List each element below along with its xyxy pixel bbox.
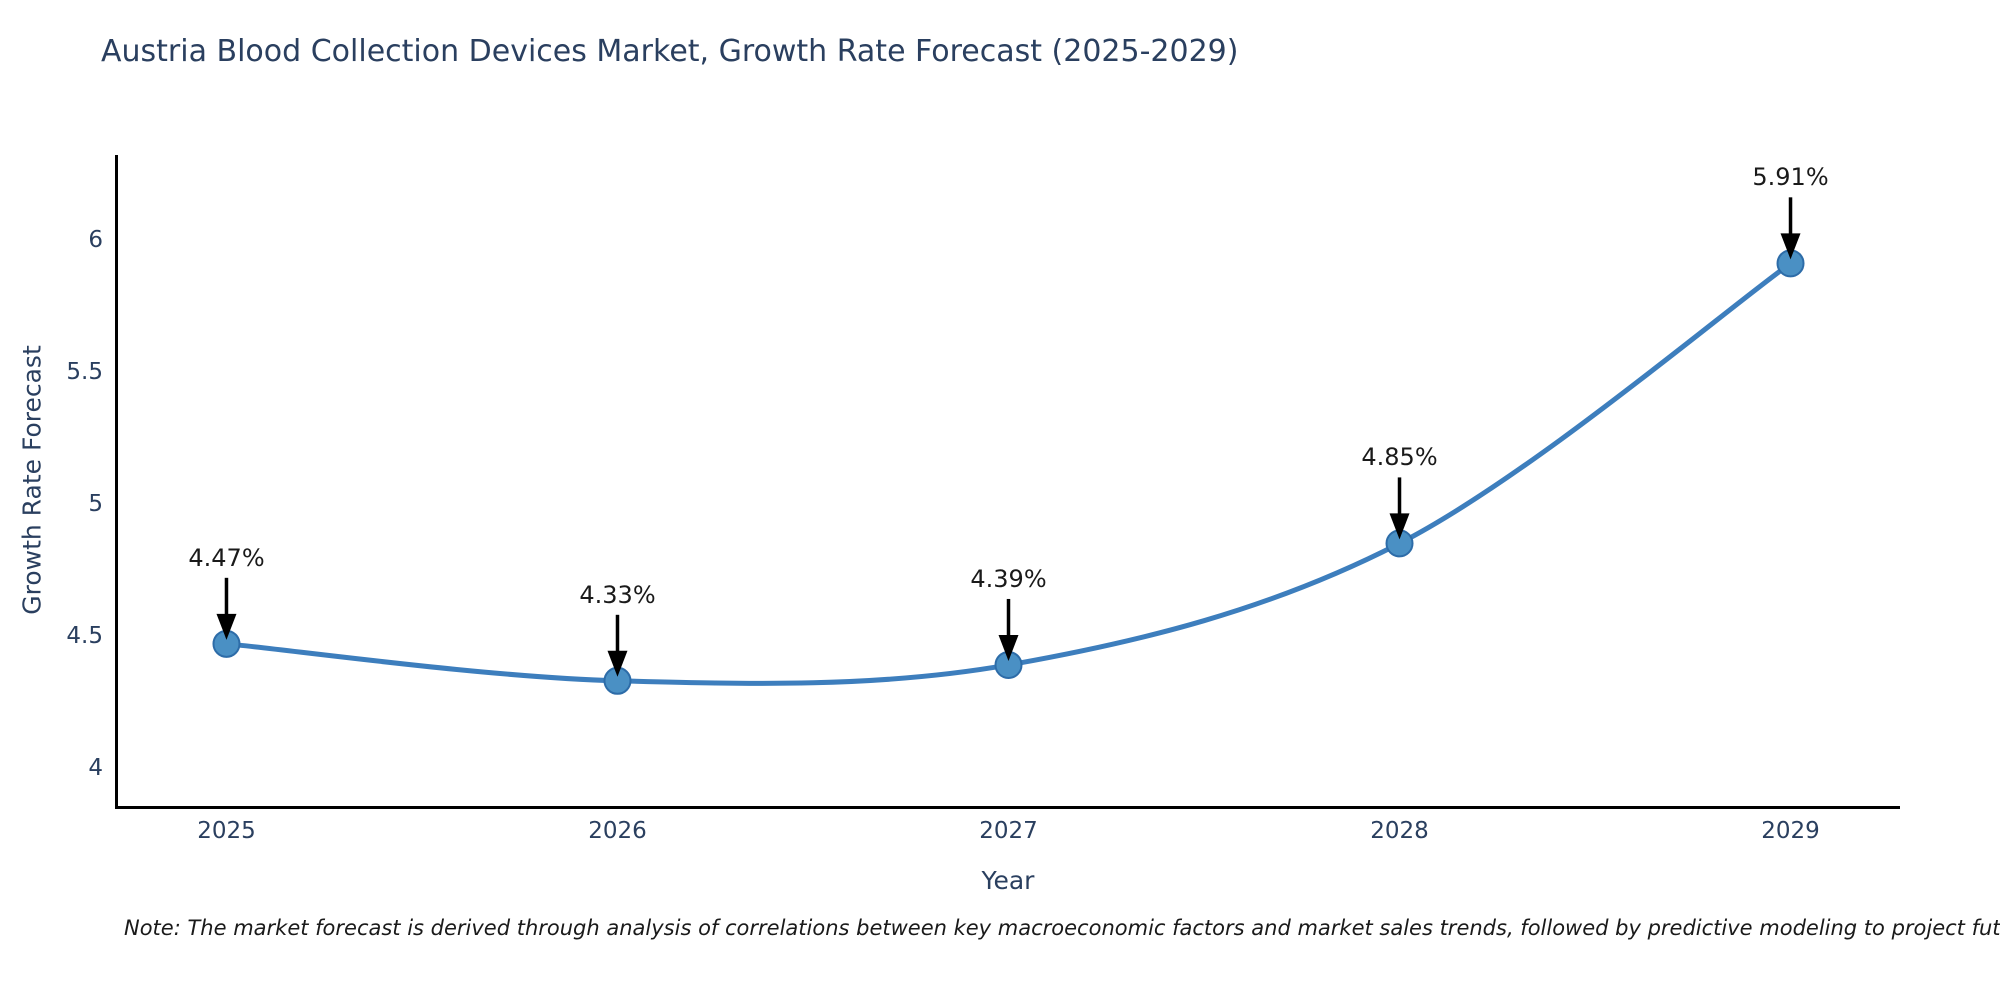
y-tick-label: 5 — [88, 490, 103, 517]
annotation-arrow-head — [1389, 513, 1410, 540]
x-axis-line — [115, 806, 1900, 809]
annotation-arrow-head — [607, 650, 628, 677]
plot-area — [117, 155, 1900, 805]
y-tick-label: 4 — [88, 755, 103, 781]
x-axis-title: Year — [981, 866, 1035, 895]
point-annotation: 4.47% — [188, 543, 265, 572]
page-title: Austria Blood Collection Devices Market,… — [101, 34, 1239, 69]
y-axis-tick-labels: 6 5.5 5 4.5 4 — [0, 0, 103, 1000]
x-axis-tick-labels: 2025 2026 2027 2028 2029 — [0, 818, 2000, 858]
x-tick-label: 2028 — [1370, 818, 1429, 844]
data-point-markers — [212, 249, 1805, 695]
annotation-arrow-head — [216, 613, 237, 640]
chart-footnote: Note: The market forecast is derived thr… — [124, 916, 2000, 940]
y-axis-title: Growth Rate Forecast — [17, 345, 47, 615]
x-tick-label: 2026 — [588, 818, 647, 844]
x-tick-label: 2029 — [1761, 818, 1820, 844]
x-tick-label: 2025 — [197, 818, 256, 844]
point-annotation: 5.91% — [1752, 163, 1829, 192]
point-annotation: 4.39% — [970, 565, 1047, 593]
annotation-arrow-head — [998, 634, 1019, 661]
y-tick-label: 5.5 — [66, 358, 103, 385]
y-axis-line — [115, 155, 118, 809]
y-tick-label: 6 — [88, 226, 103, 253]
point-annotation: 4.33% — [579, 580, 656, 609]
point-annotation: 4.85% — [1361, 443, 1438, 472]
annotation-arrows — [216, 197, 1801, 677]
line-chart-svg — [212, 197, 1805, 695]
annotation-arrow-head — [1780, 233, 1801, 260]
y-tick-label: 4.5 — [66, 622, 103, 649]
x-tick-label: 2027 — [979, 818, 1038, 844]
